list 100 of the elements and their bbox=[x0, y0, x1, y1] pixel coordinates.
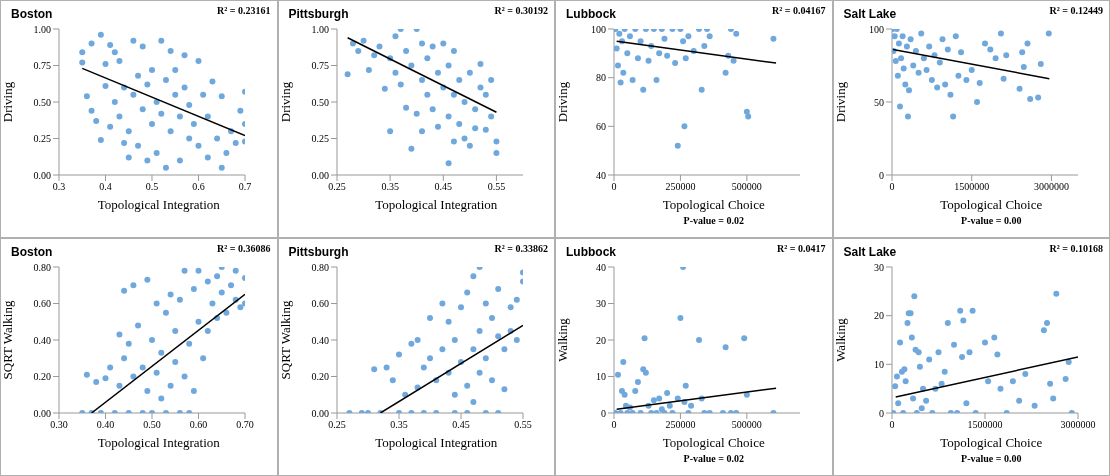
point bbox=[941, 368, 948, 375]
point bbox=[915, 69, 922, 76]
point bbox=[445, 160, 452, 167]
y-axis-title: Driving bbox=[832, 81, 848, 123]
x-axis-title: Topological Choice bbox=[661, 197, 766, 213]
point bbox=[897, 55, 904, 62]
y-tick-label: 30 bbox=[873, 261, 884, 273]
x-tick-label: 0.60 bbox=[189, 419, 208, 431]
point bbox=[218, 289, 225, 296]
point bbox=[139, 364, 146, 371]
point bbox=[891, 33, 898, 40]
point bbox=[904, 319, 910, 326]
x-tick-label: 0.35 bbox=[389, 419, 408, 431]
point bbox=[958, 354, 965, 361]
point bbox=[407, 62, 414, 69]
point bbox=[1046, 380, 1053, 387]
point bbox=[500, 386, 507, 393]
x-tick-label: 0.55 bbox=[513, 419, 532, 431]
point bbox=[891, 383, 898, 390]
y-tick-label: 0 bbox=[878, 169, 884, 181]
point bbox=[418, 77, 425, 84]
chart-title: Lubbock bbox=[566, 7, 616, 21]
point bbox=[918, 405, 925, 412]
x-tick-label: 0.70 bbox=[236, 419, 254, 431]
point bbox=[471, 125, 478, 132]
point bbox=[968, 66, 975, 73]
point bbox=[1031, 402, 1038, 409]
point bbox=[925, 356, 932, 363]
y-tick-label: 0.80 bbox=[33, 261, 51, 273]
point bbox=[656, 395, 663, 402]
point bbox=[434, 123, 441, 130]
point bbox=[488, 377, 495, 384]
point bbox=[455, 77, 462, 84]
y-axis-title: Walking bbox=[554, 317, 570, 362]
point bbox=[492, 150, 499, 157]
point bbox=[962, 77, 969, 84]
text: R² = 0.0417 bbox=[777, 243, 826, 254]
text: R² = 0.36086 bbox=[217, 243, 271, 254]
text: R² = 0.33862 bbox=[494, 243, 548, 254]
point bbox=[682, 382, 689, 389]
point bbox=[743, 108, 750, 115]
point bbox=[682, 55, 689, 62]
point bbox=[745, 113, 752, 120]
point bbox=[894, 72, 901, 79]
point bbox=[149, 337, 155, 343]
point bbox=[626, 33, 633, 40]
point bbox=[83, 371, 90, 378]
chart-title: Salt Lake bbox=[843, 245, 897, 259]
point bbox=[617, 79, 624, 86]
point bbox=[904, 113, 911, 120]
point bbox=[1052, 290, 1059, 297]
point bbox=[407, 340, 414, 347]
y-tick-label: 0.00 bbox=[33, 169, 51, 181]
point bbox=[1037, 61, 1044, 68]
point bbox=[706, 33, 713, 40]
y-tick-label: 50 bbox=[873, 96, 884, 108]
point bbox=[893, 373, 900, 380]
y-tick-label: 0 bbox=[601, 407, 606, 419]
point bbox=[935, 349, 941, 356]
point bbox=[167, 291, 174, 298]
point bbox=[451, 337, 458, 343]
x-tick-label: 0.30 bbox=[50, 419, 68, 431]
y-tick-label: 100 bbox=[591, 23, 606, 35]
y-tick-label: 0.20 bbox=[33, 371, 51, 383]
point bbox=[135, 322, 142, 329]
point bbox=[450, 138, 457, 145]
y-axis-title: SQRT Walking bbox=[277, 300, 293, 380]
x-tick-label: 0 bbox=[611, 419, 617, 431]
point bbox=[487, 113, 494, 120]
x-axis-title: Topological Integration bbox=[374, 197, 499, 213]
y-tick-label: 10 bbox=[873, 358, 884, 370]
point bbox=[195, 318, 202, 325]
y-axis-title: Driving bbox=[554, 81, 570, 123]
point bbox=[677, 315, 684, 322]
point bbox=[634, 378, 641, 385]
y-tick-label: 10 bbox=[596, 371, 606, 383]
point bbox=[986, 46, 993, 53]
point bbox=[909, 62, 916, 69]
point bbox=[116, 331, 123, 338]
point bbox=[614, 45, 620, 52]
point bbox=[674, 395, 681, 402]
point bbox=[223, 309, 230, 316]
point bbox=[922, 397, 929, 404]
point bbox=[900, 65, 907, 72]
point bbox=[488, 315, 495, 322]
point bbox=[891, 410, 896, 413]
x-tick-label: 0 bbox=[889, 181, 894, 193]
point bbox=[125, 340, 132, 347]
point bbox=[476, 61, 483, 68]
x-tick-label: 250000 bbox=[665, 419, 696, 431]
point bbox=[621, 391, 628, 398]
y-tick-label: 20 bbox=[873, 310, 884, 322]
point bbox=[121, 355, 128, 362]
point bbox=[445, 113, 452, 120]
point bbox=[445, 62, 452, 69]
point bbox=[476, 84, 483, 91]
point bbox=[990, 334, 997, 341]
y-tick-label: 0.00 bbox=[33, 407, 51, 419]
x-tick-label: 500000 bbox=[731, 181, 762, 193]
point bbox=[614, 371, 621, 378]
